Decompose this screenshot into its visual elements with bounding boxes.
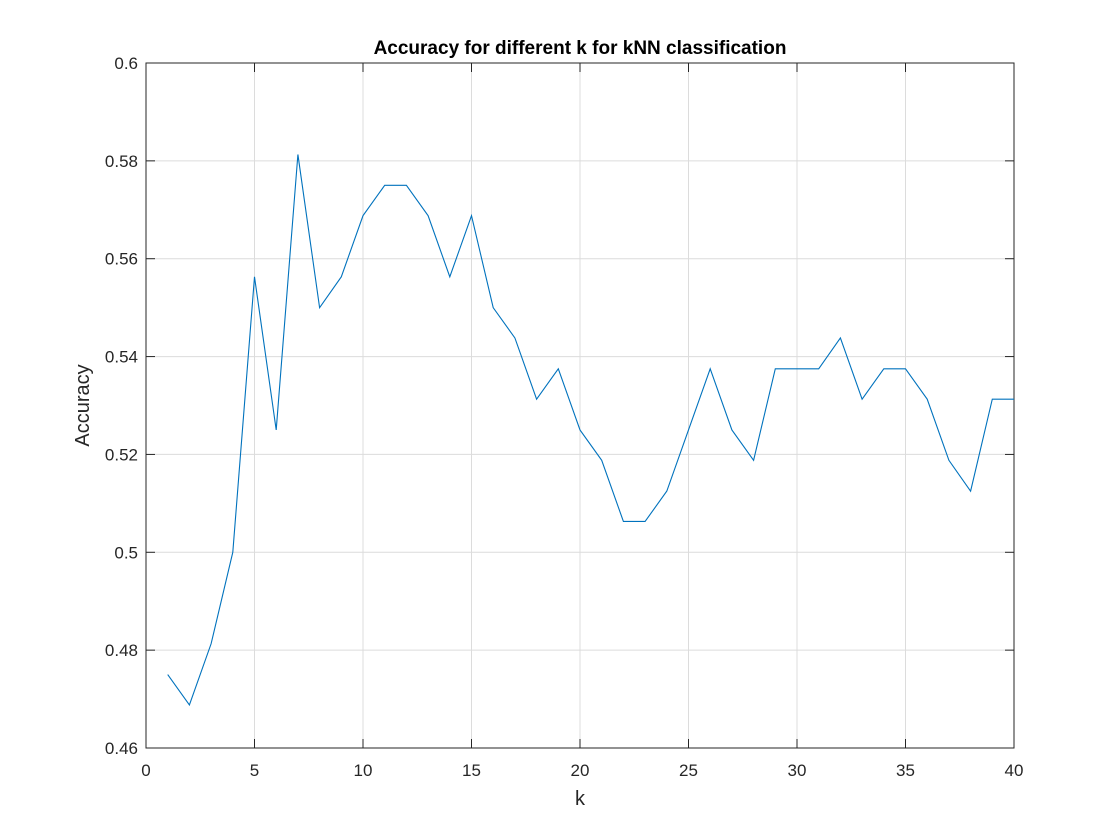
x-tick-labels: 0 5 10 15 20 25 30 35 40 [141,761,1023,780]
x-tick-label: 0 [141,761,150,780]
grid [146,63,1014,748]
x-tick-label: 25 [679,761,698,780]
x-tick-label: 30 [788,761,807,780]
x-tick-label: 35 [896,761,915,780]
y-tick-label: 0.6 [114,54,138,73]
y-tick-label: 0.46 [105,739,138,758]
y-tick-label: 0.48 [105,641,138,660]
y-tick-labels: 0.46 0.48 0.5 0.52 0.54 0.56 0.58 0.6 [105,54,138,758]
x-axis-label: k [575,788,586,810]
y-axis-label: Accuracy [72,364,94,446]
accuracy-series-line [167,154,1014,707]
chart-title: Accuracy for different k for kNN classif… [374,38,787,59]
x-tick-label: 20 [571,761,590,780]
x-tick-label: 15 [462,761,481,780]
x-tick-label: 40 [1005,761,1024,780]
x-tick-label: 10 [354,761,373,780]
x-tick-label: 5 [250,761,259,780]
y-tick-label: 0.58 [105,152,138,171]
y-tick-label: 0.56 [105,250,138,269]
y-tick-label: 0.5 [114,543,138,562]
tick-marks [145,62,1015,749]
y-tick-label: 0.54 [105,348,138,367]
series-layer [167,154,1014,707]
y-tick-label: 0.52 [105,445,138,464]
